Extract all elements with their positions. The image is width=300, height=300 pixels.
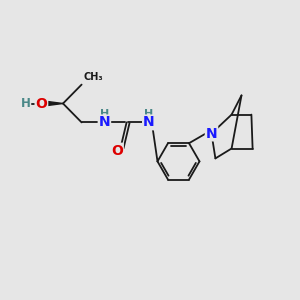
Text: N: N xyxy=(143,116,154,129)
Text: H: H xyxy=(21,97,30,110)
Text: O: O xyxy=(35,97,47,110)
Text: H: H xyxy=(100,109,109,119)
Text: O: O xyxy=(111,144,123,158)
Text: N: N xyxy=(206,127,217,140)
Text: CH₃: CH₃ xyxy=(83,72,103,82)
Text: N: N xyxy=(99,116,110,129)
Text: H: H xyxy=(144,109,153,119)
Polygon shape xyxy=(44,101,63,106)
